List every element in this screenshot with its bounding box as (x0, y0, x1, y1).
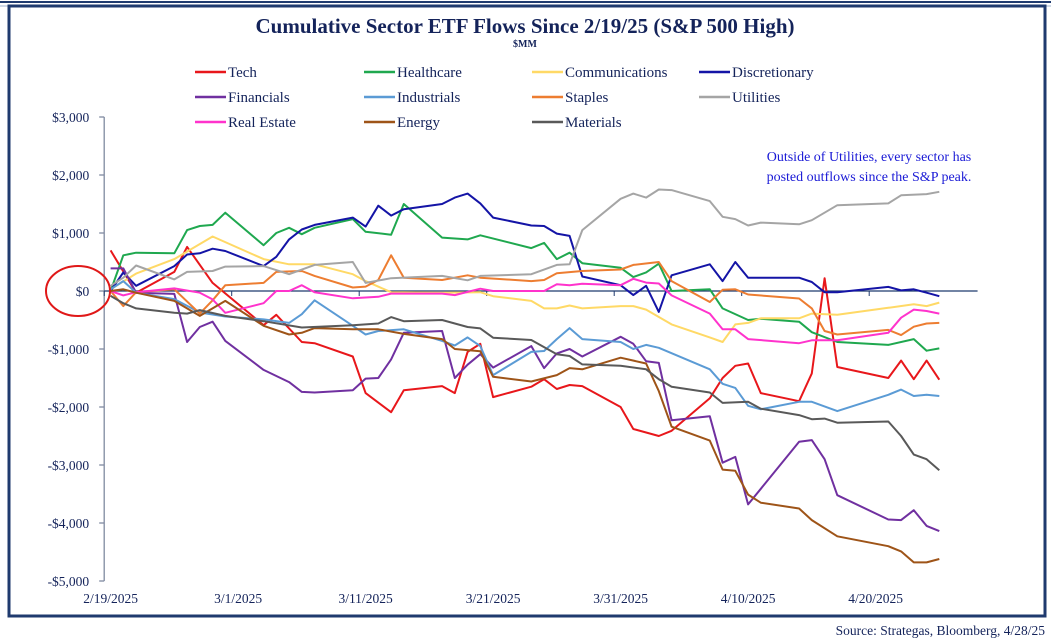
legend-item-staples: Staples (532, 90, 608, 106)
legend-item-financials: Financials (195, 90, 290, 106)
series-line-real-estate (110, 277, 940, 345)
legend-label: Financials (228, 90, 290, 106)
series-line-financials (110, 267, 940, 533)
x-tick-label: 4/20/2025 (848, 591, 903, 606)
legend-item-discretionary: Discretionary (699, 65, 814, 81)
chart-frame (0, 1, 1051, 618)
x-tick-label: 4/10/2025 (721, 591, 776, 606)
series-line-energy (110, 288, 940, 564)
legend-label: Communications (565, 65, 668, 81)
y-tick-label: $0 (76, 284, 90, 299)
legend-label: Healthcare (397, 65, 462, 81)
legend-label: Staples (565, 90, 608, 106)
series-line-staples (109, 254, 940, 337)
chart-subtitle: $MM (513, 39, 537, 50)
legend-item-industrials: Industrials (364, 90, 460, 106)
y-tick-label: -$5,000 (48, 574, 90, 589)
x-tick-label: 3/31/2025 (593, 591, 648, 606)
legend-label: Tech (228, 65, 257, 81)
y-tick-label: $1,000 (52, 226, 89, 241)
legend-item-energy: Energy (364, 115, 441, 131)
legend-item-healthcare: Healthcare (364, 65, 462, 81)
legend-item-real-estate: Real Estate (195, 115, 296, 131)
y-tick-label: -$3,000 (48, 458, 90, 473)
y-tick-label: -$4,000 (48, 516, 90, 531)
series-line-discretionary (109, 192, 940, 313)
x-tick-label: 3/1/2025 (214, 591, 262, 606)
legend-label: Energy (397, 115, 441, 131)
zero-highlight-circle (45, 265, 111, 317)
series-line-industrials (110, 280, 940, 413)
legend-label: Utilities (732, 90, 780, 106)
legend-label: Real Estate (228, 115, 296, 131)
legend-item-utilities: Utilities (699, 90, 780, 106)
legend-label: Materials (565, 115, 622, 131)
series-line-healthcare (109, 203, 940, 352)
x-tick-label: 2/19/2025 (83, 591, 138, 606)
series-line-utilities (110, 188, 940, 287)
y-tick-label: -$1,000 (48, 342, 90, 357)
annotation-line-1: Outside of Utilities, every sector has (767, 150, 972, 165)
y-tick-label: $2,000 (52, 168, 89, 183)
chart-title: Cumulative Sector ETF Flows Since 2/19/2… (256, 14, 795, 38)
legend-label: Industrials (397, 90, 460, 106)
legend: Tech Healthcare Communications Discretionar… (195, 65, 814, 131)
annotation-line-2: posted outflows since the S&P peak. (767, 170, 972, 185)
series-line-materials (110, 295, 940, 471)
y-tick-label: -$2,000 (48, 400, 90, 415)
legend-item-tech: Tech (195, 65, 257, 81)
series-lines (109, 188, 941, 564)
legend-item-communications: Communications (532, 65, 668, 81)
y-axis: $3,000 $2,000 $1,000 $0 -$1,000 -$2,000 -$3,00… (48, 110, 105, 589)
source-note: Source: Strategas, Bloomberg, 4/28/25 (836, 623, 1046, 638)
x-tick-label: 3/21/2025 (466, 591, 521, 606)
legend-item-materials: Materials (532, 115, 622, 131)
x-axis: 2/19/2025 3/1/2025 3/11/2025 3/21/2025 3/31/… (83, 290, 978, 606)
y-tick-label: $3,000 (52, 110, 89, 125)
series-line-communications (110, 235, 940, 343)
legend-label: Discretionary (732, 65, 814, 81)
x-tick-label: 3/11/2025 (338, 591, 393, 606)
